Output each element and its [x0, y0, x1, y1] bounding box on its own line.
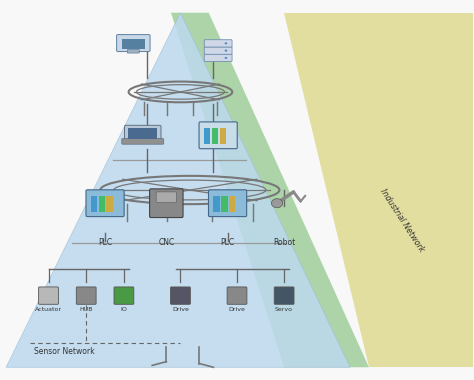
FancyBboxPatch shape [128, 50, 139, 53]
FancyBboxPatch shape [122, 39, 145, 49]
Text: CNC: CNC [158, 238, 174, 247]
Text: Industrial Network: Industrial Network [378, 187, 426, 253]
FancyBboxPatch shape [76, 287, 96, 304]
FancyBboxPatch shape [199, 122, 237, 149]
Text: Drive: Drive [228, 307, 246, 312]
FancyBboxPatch shape [204, 54, 232, 62]
FancyBboxPatch shape [150, 189, 183, 217]
FancyBboxPatch shape [156, 192, 176, 203]
Polygon shape [6, 13, 350, 367]
FancyBboxPatch shape [213, 196, 220, 212]
Circle shape [225, 42, 227, 44]
Text: Servo: Servo [275, 307, 293, 312]
FancyBboxPatch shape [122, 139, 164, 144]
Text: Sensor Network: Sensor Network [35, 347, 95, 356]
FancyBboxPatch shape [117, 35, 150, 52]
FancyBboxPatch shape [204, 47, 232, 54]
Text: HUB: HUB [80, 307, 93, 312]
FancyBboxPatch shape [229, 196, 236, 212]
FancyBboxPatch shape [227, 287, 247, 304]
FancyBboxPatch shape [128, 128, 157, 139]
Circle shape [225, 50, 227, 52]
Polygon shape [171, 13, 369, 367]
Text: Drive: Drive [172, 307, 189, 312]
FancyBboxPatch shape [204, 40, 232, 47]
FancyBboxPatch shape [125, 125, 161, 141]
FancyBboxPatch shape [212, 128, 218, 144]
FancyBboxPatch shape [274, 287, 294, 304]
FancyBboxPatch shape [204, 128, 210, 144]
Circle shape [225, 57, 227, 59]
Text: PLC: PLC [98, 238, 112, 247]
Text: Actuator: Actuator [35, 307, 62, 312]
FancyBboxPatch shape [91, 196, 97, 212]
FancyBboxPatch shape [221, 196, 228, 212]
FancyBboxPatch shape [219, 128, 226, 144]
FancyBboxPatch shape [171, 287, 191, 304]
FancyBboxPatch shape [107, 196, 113, 212]
Polygon shape [284, 13, 474, 367]
FancyBboxPatch shape [38, 287, 58, 304]
Text: IO: IO [120, 307, 128, 312]
FancyBboxPatch shape [99, 196, 105, 212]
FancyBboxPatch shape [114, 287, 134, 304]
Circle shape [272, 199, 283, 208]
FancyBboxPatch shape [86, 190, 124, 217]
FancyBboxPatch shape [209, 190, 246, 217]
Text: Robot: Robot [273, 238, 295, 247]
Text: PLC: PLC [220, 238, 235, 247]
